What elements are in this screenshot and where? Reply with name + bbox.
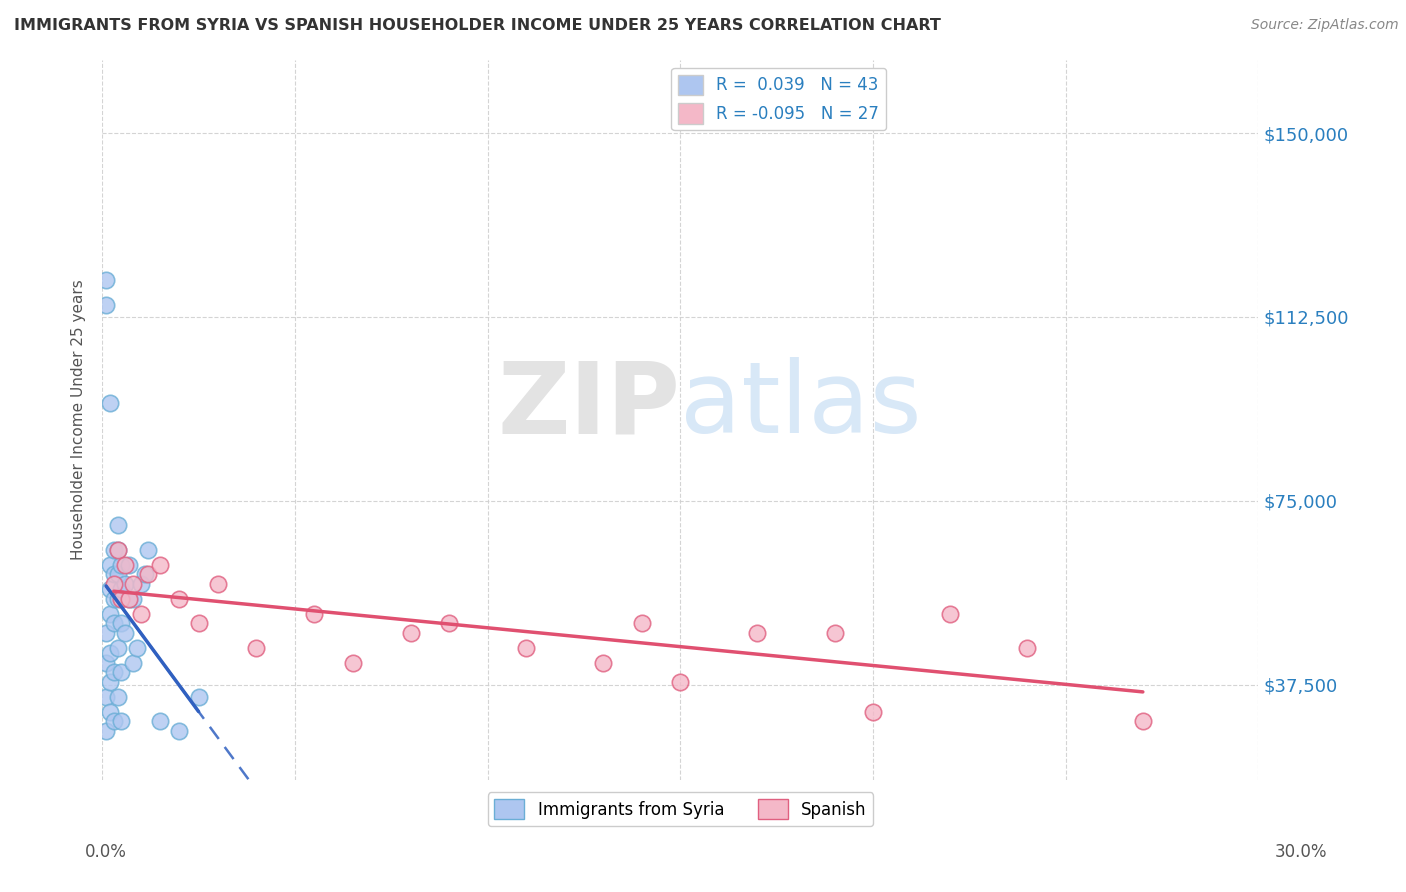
- Point: [824, 626, 846, 640]
- Point: [94, 690, 117, 704]
- Point: [107, 640, 129, 655]
- Point: [118, 591, 141, 606]
- Text: atlas: atlas: [681, 357, 922, 454]
- Point: [169, 591, 191, 606]
- Point: [107, 591, 129, 606]
- Point: [110, 591, 132, 606]
- Point: [94, 724, 117, 739]
- Point: [399, 626, 422, 640]
- Point: [94, 656, 117, 670]
- Point: [103, 714, 125, 729]
- Point: [118, 558, 141, 572]
- Point: [107, 542, 129, 557]
- Point: [138, 542, 160, 557]
- Point: [302, 607, 325, 621]
- Point: [94, 273, 117, 287]
- Point: [103, 591, 125, 606]
- Point: [149, 558, 172, 572]
- Point: [110, 558, 132, 572]
- Point: [94, 626, 117, 640]
- Point: [103, 665, 125, 680]
- Point: [98, 396, 121, 410]
- Point: [98, 582, 121, 596]
- Text: ZIP: ZIP: [498, 357, 681, 454]
- Point: [129, 577, 152, 591]
- Point: [862, 705, 884, 719]
- Text: 30.0%: 30.0%: [1274, 843, 1327, 861]
- Point: [245, 640, 267, 655]
- Point: [630, 616, 652, 631]
- Point: [747, 626, 769, 640]
- Point: [103, 577, 125, 591]
- Point: [107, 518, 129, 533]
- Text: Source: ZipAtlas.com: Source: ZipAtlas.com: [1251, 18, 1399, 32]
- Point: [437, 616, 460, 631]
- Point: [114, 577, 136, 591]
- Point: [114, 558, 136, 572]
- Point: [114, 626, 136, 640]
- Point: [129, 607, 152, 621]
- Point: [98, 705, 121, 719]
- Legend: Immigrants from Syria, Spanish: Immigrants from Syria, Spanish: [488, 792, 873, 826]
- Point: [207, 577, 229, 591]
- Point: [125, 640, 148, 655]
- Point: [98, 675, 121, 690]
- Point: [103, 616, 125, 631]
- Point: [118, 591, 141, 606]
- Point: [110, 665, 132, 680]
- Point: [103, 542, 125, 557]
- Point: [134, 567, 156, 582]
- Point: [669, 675, 692, 690]
- Point: [122, 591, 145, 606]
- Point: [187, 690, 209, 704]
- Point: [1017, 640, 1039, 655]
- Point: [98, 607, 121, 621]
- Point: [98, 646, 121, 660]
- Point: [342, 656, 364, 670]
- Point: [939, 607, 962, 621]
- Text: 0.0%: 0.0%: [84, 843, 127, 861]
- Point: [110, 714, 132, 729]
- Point: [169, 724, 191, 739]
- Point: [98, 558, 121, 572]
- Point: [110, 616, 132, 631]
- Point: [592, 656, 614, 670]
- Point: [94, 298, 117, 312]
- Text: IMMIGRANTS FROM SYRIA VS SPANISH HOUSEHOLDER INCOME UNDER 25 YEARS CORRELATION C: IMMIGRANTS FROM SYRIA VS SPANISH HOUSEHO…: [14, 18, 941, 33]
- Y-axis label: Householder Income Under 25 years: Householder Income Under 25 years: [72, 279, 86, 560]
- Point: [515, 640, 537, 655]
- Point: [122, 656, 145, 670]
- Point: [107, 567, 129, 582]
- Point: [103, 567, 125, 582]
- Point: [187, 616, 209, 631]
- Point: [149, 714, 172, 729]
- Point: [122, 577, 145, 591]
- Point: [107, 690, 129, 704]
- Point: [138, 567, 160, 582]
- Point: [107, 542, 129, 557]
- Point: [110, 582, 132, 596]
- Point: [1132, 714, 1154, 729]
